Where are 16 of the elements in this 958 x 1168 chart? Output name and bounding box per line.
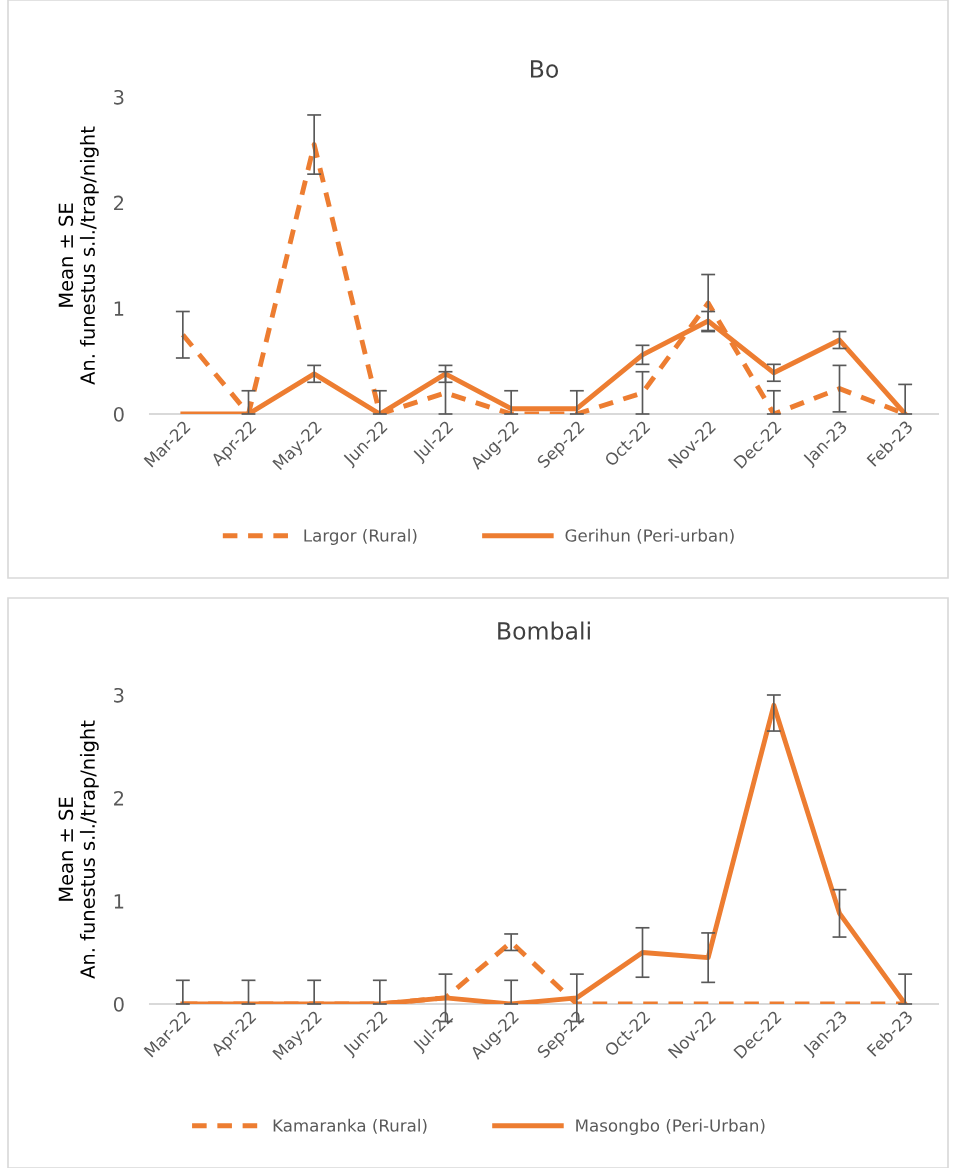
y-tick-label: 3 xyxy=(114,89,124,105)
y-tick-label: 0 xyxy=(113,406,124,422)
legend-label: Kamaranka (Rural) xyxy=(273,1118,427,1134)
y-tick-label: 1 xyxy=(114,894,124,909)
y-axis-title: Mean ± SE An. funestus s.l./trap/night xyxy=(58,126,99,385)
y-tick-label: 3 xyxy=(114,687,124,703)
y-axis-title: Mean ± SE An. funestus s.l./trap/night xyxy=(58,720,99,979)
y-tick-label: 2 xyxy=(114,195,124,211)
chart-title: Bo xyxy=(530,60,559,78)
y-tick-label: 1 xyxy=(114,301,124,316)
y-tick-label: 0 xyxy=(113,996,124,1012)
chart-title: Bombali xyxy=(498,621,590,640)
legend-label: Largor (Rural) xyxy=(304,528,417,545)
y-tick-label: 2 xyxy=(114,790,124,806)
legend-label: Masongbo (Peri-Urban) xyxy=(576,1118,765,1135)
legend-label: Gerihun (Peri-urban) xyxy=(565,528,734,544)
